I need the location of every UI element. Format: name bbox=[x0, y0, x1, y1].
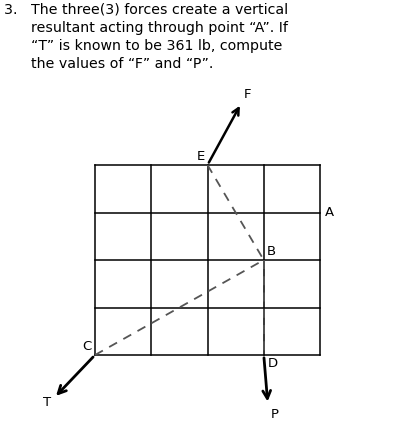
Text: P: P bbox=[271, 408, 279, 421]
Text: E: E bbox=[197, 150, 205, 163]
Text: F: F bbox=[243, 88, 251, 101]
Text: B: B bbox=[267, 245, 276, 258]
Text: 3.   The three(3) forces create a vertical
      resultant acting through point : 3. The three(3) forces create a vertical… bbox=[4, 2, 288, 71]
Text: T: T bbox=[43, 396, 51, 409]
Text: C: C bbox=[83, 340, 92, 353]
Text: A: A bbox=[325, 206, 334, 219]
Text: D: D bbox=[268, 357, 278, 370]
